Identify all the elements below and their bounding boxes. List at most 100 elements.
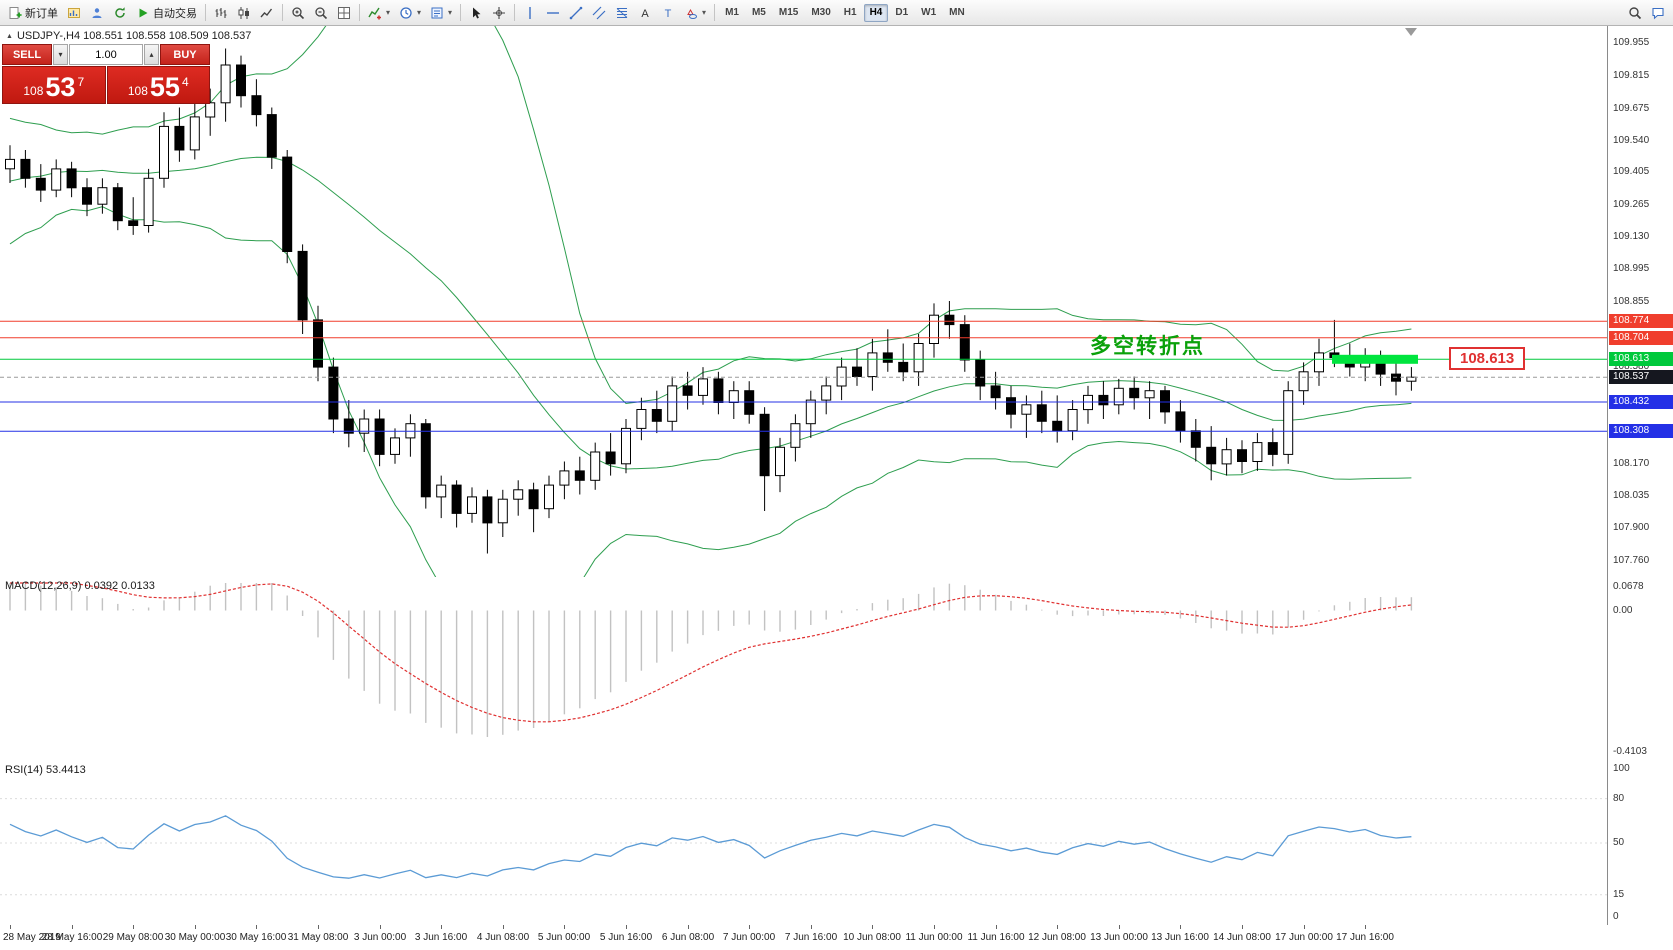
sell-price[interactable]: 108 53 7	[2, 66, 106, 104]
time-axis[interactable]: 28 May 2019 28 May 16:00 29 May 08:00 30 Ma…	[0, 925, 1607, 950]
periods-button[interactable]: ▾	[395, 2, 425, 23]
zoom-in-button[interactable]	[287, 2, 309, 23]
zoom-out-button[interactable]	[310, 2, 332, 23]
price-axis-label: 108.580	[1613, 361, 1650, 372]
buy-price-sup: 4	[181, 75, 189, 89]
chevron-down-icon: ▾	[386, 8, 391, 17]
profiles-button[interactable]	[86, 2, 108, 23]
hline-icon	[546, 6, 560, 20]
timeframe-d1-button[interactable]: D1	[889, 4, 914, 22]
timeframe-m1-button[interactable]: M1	[719, 4, 745, 22]
buy-button[interactable]: BUY	[160, 44, 210, 65]
timeframe-h4-button[interactable]: H4	[863, 3, 889, 22]
time-axis-label: 28 May 2019	[3, 932, 61, 943]
time-axis-label: 3 Jun 16:00	[414, 932, 468, 943]
play-icon	[136, 6, 150, 20]
refresh-button[interactable]	[109, 2, 131, 23]
timeframe-m30-button[interactable]: M30	[805, 4, 836, 22]
horizontal-line-button[interactable]	[542, 2, 564, 23]
one-click-trading-panel: SELL ▾ ▴ BUY 108 53 7 108 55 4	[2, 44, 210, 104]
chevron-down-icon: ▾	[448, 8, 453, 17]
chart-annotation-text[interactable]: 多空转折点	[1090, 335, 1205, 358]
text-button[interactable]: A	[634, 2, 656, 23]
charts-button[interactable]	[63, 2, 85, 23]
price-tag-108-704: 108.704	[1609, 331, 1673, 345]
macd-axis-label: 0.0678	[1613, 581, 1644, 592]
tile-windows-button[interactable]	[333, 2, 355, 23]
price-axis-label: 107.760	[1613, 555, 1650, 566]
timeframe-w1-button[interactable]: W1	[915, 4, 942, 22]
search-button[interactable]	[1624, 2, 1646, 23]
volume-down-button[interactable]: ▾	[53, 44, 68, 65]
clock-icon	[399, 6, 413, 20]
toolbar: 新订单 自动交易 ▾ ▾ ▾ A T ▾ M1 M5 M15 M30 H1 H4 D1 W1 MN	[0, 0, 1673, 26]
bar-chart-button[interactable]	[210, 2, 232, 23]
time-axis-label: 4 Jun 08:00	[476, 932, 530, 943]
volume-up-button[interactable]: ▴	[144, 44, 159, 65]
chevron-up-icon: ▴	[149, 50, 154, 59]
chart-symbol-label: ▲ USDJPY-,H4 108.551 108.558 108.509 108…	[6, 30, 251, 42]
timeframe-m5-button[interactable]: M5	[746, 4, 772, 22]
cursor-button[interactable]	[465, 2, 487, 23]
crosshair-button[interactable]	[488, 2, 510, 23]
sell-price-sup: 7	[77, 75, 85, 89]
chart-marker-icon: ▲	[6, 32, 13, 40]
price-axis-label: 108.035	[1613, 490, 1650, 501]
time-axis-label: 11 Jun 00:00	[905, 932, 963, 943]
linechart-icon	[260, 6, 274, 20]
time-axis-tick	[1365, 925, 1366, 929]
arrows-button[interactable]: ▾	[680, 2, 710, 23]
time-axis-tick	[195, 925, 196, 929]
price-axis-label: 109.955	[1613, 37, 1650, 48]
time-axis-tick	[10, 925, 11, 929]
text-label-button[interactable]: T	[657, 2, 679, 23]
toolbar-separator	[282, 4, 283, 21]
time-axis-tick	[688, 925, 689, 929]
chat-button[interactable]	[1647, 2, 1669, 23]
new-order-button[interactable]: 新订单	[4, 2, 62, 23]
indicators-button[interactable]: ▾	[364, 2, 394, 23]
bars-icon	[214, 6, 228, 20]
vertical-line-button[interactable]	[519, 2, 541, 23]
rsi-pane[interactable]	[0, 761, 1607, 926]
timeframe-h1-button[interactable]: H1	[838, 4, 863, 22]
macd-axis-label: 0.00	[1613, 605, 1633, 616]
trendline-button[interactable]	[565, 2, 587, 23]
chevron-down-icon: ▾	[58, 50, 63, 59]
line-chart-button[interactable]	[256, 2, 278, 23]
price-axis-label: 109.265	[1613, 199, 1650, 210]
price-axis-label: 109.405	[1613, 166, 1650, 177]
rsi-axis-label: 50	[1613, 837, 1625, 848]
macd-pane[interactable]	[0, 577, 1607, 762]
price-axis[interactable]: 109.955 109.815 109.675 109.540 109.405 109.2…	[1607, 26, 1673, 925]
buy-price[interactable]: 108 55 4	[106, 66, 210, 104]
label-t-icon: T	[661, 6, 675, 20]
price-axis-label: 108.855	[1613, 296, 1650, 307]
templates-button[interactable]: ▾	[426, 2, 456, 23]
sell-button[interactable]: SELL	[2, 44, 52, 65]
timeframe-m15-button[interactable]: M15	[773, 4, 804, 22]
channel-icon	[592, 6, 606, 20]
toolbar-separator	[359, 4, 360, 21]
chart-window-icon	[67, 6, 81, 20]
fibonacci-button[interactable]	[611, 2, 633, 23]
time-axis-tick	[503, 925, 504, 929]
timeframe-mn-button[interactable]: MN	[943, 4, 971, 22]
candlestick-chart-button[interactable]	[233, 2, 255, 23]
price-callout-label[interactable]: 108.613	[1449, 347, 1526, 370]
time-axis-tick	[1304, 925, 1305, 929]
time-axis-tick	[626, 925, 627, 929]
main-chart[interactable]	[0, 26, 1607, 578]
autotrading-button[interactable]: 自动交易	[132, 2, 201, 23]
zoom-in-icon	[291, 6, 305, 20]
time-axis-label: 7 Jun 00:00	[722, 932, 776, 943]
equidistant-channel-button[interactable]	[588, 2, 610, 23]
trend-icon	[569, 6, 583, 20]
buy-price-prefix: 108	[127, 84, 148, 98]
volume-input[interactable]	[69, 44, 143, 65]
doc-plus-icon	[8, 6, 22, 20]
time-axis-label: 31 May 08:00	[287, 932, 349, 943]
time-axis-label: 5 Jun 16:00	[599, 932, 653, 943]
tile-icon	[337, 6, 351, 20]
